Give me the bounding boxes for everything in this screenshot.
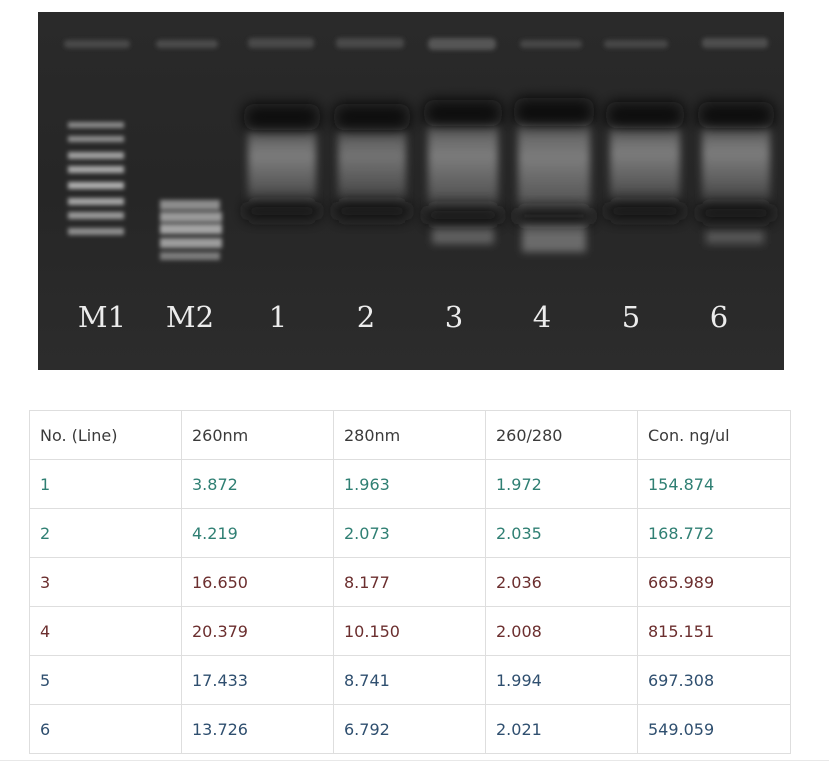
table-header-row: No. (Line) 260nm 280nm 260/280 Con. ng/u… — [29, 410, 791, 460]
sample-lanes — [244, 98, 774, 252]
table-row: 3 16.650 8.177 2.036 665.989 — [29, 557, 791, 607]
cell-260nm: 20.379 — [181, 606, 334, 656]
cell-ratio: 1.972 — [485, 459, 638, 509]
lane-m1-ladder — [68, 122, 124, 235]
lane-4-bands — [514, 98, 594, 252]
cell-260nm: 17.433 — [181, 655, 334, 705]
lane-6-bands — [698, 102, 774, 244]
gel-svg: M1 M2 1 2 3 4 5 6 — [38, 12, 784, 370]
lane-label-m2: M2 — [166, 300, 214, 334]
cell-260nm: 16.650 — [181, 557, 334, 607]
table-row: 1 3.872 1.963 1.972 154.874 — [29, 459, 791, 509]
cell-ratio: 2.021 — [485, 704, 638, 754]
cell-280nm: 8.741 — [333, 655, 486, 705]
cell-concentration: 154.874 — [637, 459, 791, 509]
cell-280nm: 10.150 — [333, 606, 486, 656]
cell-260nm: 4.219 — [181, 508, 334, 558]
lane-label-1: 1 — [269, 300, 287, 334]
cell-concentration: 168.772 — [637, 508, 791, 558]
header-260nm: 260nm — [181, 410, 334, 460]
gel-electrophoresis-image: M1 M2 1 2 3 4 5 6 — [38, 12, 784, 370]
absorbance-results-table: No. (Line) 260nm 280nm 260/280 Con. ng/u… — [29, 410, 791, 754]
table-row: 6 13.726 6.792 2.021 549.059 — [29, 704, 791, 754]
lane-label-5: 5 — [622, 300, 640, 334]
header-260-280-ratio: 260/280 — [485, 410, 638, 460]
cell-concentration: 665.989 — [637, 557, 791, 607]
table-row: 5 17.433 8.741 1.994 697.308 — [29, 655, 791, 705]
cell-concentration: 549.059 — [637, 704, 791, 754]
cell-ratio: 2.035 — [485, 508, 638, 558]
lane-1-bands — [244, 104, 320, 220]
cell-line: 1 — [29, 459, 182, 509]
lane-3-bands — [424, 100, 502, 244]
cell-280nm: 2.073 — [333, 508, 486, 558]
header-concentration: Con. ng/ul — [637, 410, 791, 460]
cell-ratio: 2.008 — [485, 606, 638, 656]
cell-260nm: 13.726 — [181, 704, 334, 754]
cell-280nm: 6.792 — [333, 704, 486, 754]
table-row: 2 4.219 2.073 2.035 168.772 — [29, 508, 791, 558]
lane-label-m1: M1 — [78, 300, 126, 334]
bottom-divider — [0, 760, 829, 761]
cell-280nm: 8.177 — [333, 557, 486, 607]
lane-labels: M1 M2 1 2 3 4 5 6 — [78, 300, 728, 334]
cell-line: 6 — [29, 704, 182, 754]
cell-concentration: 815.151 — [637, 606, 791, 656]
table-row: 4 20.379 10.150 2.008 815.151 — [29, 606, 791, 656]
cell-line: 3 — [29, 557, 182, 607]
header-no-line: No. (Line) — [29, 410, 182, 460]
lane-label-2: 2 — [357, 300, 375, 334]
lane-5-bands — [606, 102, 684, 220]
cell-line: 2 — [29, 508, 182, 558]
cell-ratio: 1.994 — [485, 655, 638, 705]
lane-label-4: 4 — [533, 300, 551, 334]
header-280nm: 280nm — [333, 410, 486, 460]
lane-label-6: 6 — [710, 300, 728, 334]
gel-wells — [64, 38, 768, 50]
cell-line: 4 — [29, 606, 182, 656]
cell-ratio: 2.036 — [485, 557, 638, 607]
lane-2-bands — [334, 104, 410, 220]
cell-line: 5 — [29, 655, 182, 705]
cell-concentration: 697.308 — [637, 655, 791, 705]
lane-m2-ladder — [160, 200, 222, 260]
lane-label-3: 3 — [445, 300, 463, 334]
cell-260nm: 3.872 — [181, 459, 334, 509]
cell-280nm: 1.963 — [333, 459, 486, 509]
